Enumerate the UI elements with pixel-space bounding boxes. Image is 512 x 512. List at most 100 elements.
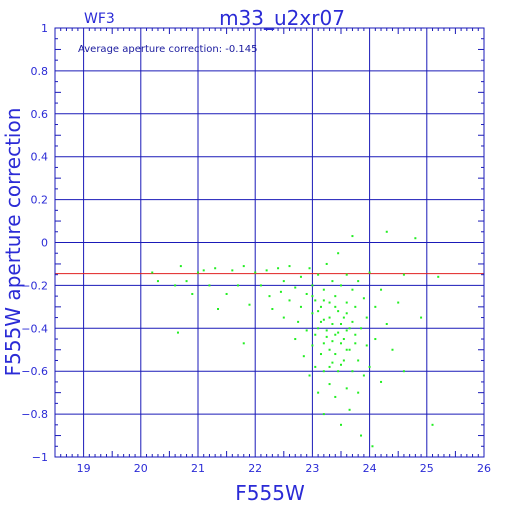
- data-point: [351, 288, 354, 291]
- data-point: [368, 365, 371, 368]
- data-point: [317, 310, 320, 313]
- data-point: [342, 359, 345, 362]
- data-point: [334, 295, 337, 298]
- x-tick-label: 21: [191, 462, 205, 475]
- data-point: [340, 323, 342, 326]
- data-point: [288, 265, 291, 268]
- data-point: [362, 374, 365, 377]
- data-point: [331, 340, 334, 343]
- data-point: [328, 348, 331, 351]
- data-point: [354, 305, 357, 308]
- data-point: [340, 342, 342, 345]
- data-point: [305, 292, 308, 295]
- data-point: [345, 273, 348, 276]
- data-point: [314, 365, 317, 368]
- y-tick-label: 0.6: [31, 108, 49, 121]
- x-tick-label: 26: [477, 462, 491, 475]
- y-tick-label: 0.8: [31, 65, 49, 78]
- data-point: [360, 434, 363, 437]
- data-point: [354, 333, 357, 336]
- data-point: [322, 342, 325, 345]
- data-point: [319, 353, 322, 356]
- data-point: [385, 230, 388, 233]
- data-point: [348, 348, 351, 351]
- data-point: [254, 271, 257, 274]
- data-point: [179, 265, 182, 268]
- chart-title: m33_u2xr07: [219, 6, 345, 30]
- data-point: [345, 348, 348, 351]
- data-point: [360, 327, 363, 330]
- data-point: [362, 297, 365, 300]
- data-point: [231, 269, 234, 272]
- y-tick-label: −0.4: [21, 322, 48, 335]
- data-point: [380, 288, 383, 291]
- data-point: [268, 295, 271, 298]
- data-point: [208, 284, 211, 287]
- data-point: [345, 301, 348, 304]
- plot-frame: [54, 27, 485, 458]
- data-point: [279, 290, 282, 293]
- data-point: [325, 262, 328, 265]
- data-point: [265, 269, 268, 272]
- data-point: [342, 316, 345, 319]
- y-tick-label: −0.6: [21, 365, 48, 378]
- data-point: [288, 299, 291, 302]
- y-tick-label: 0.4: [31, 151, 49, 164]
- data-point: [331, 361, 334, 364]
- data-point: [348, 408, 351, 411]
- data-point: [365, 316, 368, 319]
- data-point: [328, 316, 331, 319]
- chip-label: WF3: [84, 11, 115, 27]
- grid-lines: [55, 27, 485, 458]
- data-point: [217, 307, 220, 310]
- data-point: [277, 267, 280, 270]
- data-point: [351, 370, 354, 373]
- data-point: [357, 280, 360, 283]
- data-point: [151, 271, 154, 274]
- data-point: [299, 305, 302, 308]
- data-point: [317, 391, 320, 394]
- data-point: [322, 370, 325, 373]
- data-point: [325, 335, 328, 338]
- data-point: [308, 267, 311, 270]
- data-point: [345, 387, 348, 390]
- data-point: [337, 331, 340, 334]
- data-point: [334, 305, 337, 308]
- data-point: [342, 338, 345, 341]
- data-point: [437, 275, 440, 278]
- data-point: [237, 284, 240, 287]
- data-point: [176, 331, 179, 334]
- data-point: [391, 348, 394, 351]
- data-point: [328, 383, 331, 386]
- data-point: [345, 312, 348, 315]
- data-point: [328, 365, 331, 368]
- data-point: [322, 318, 325, 321]
- data-point: [311, 284, 314, 287]
- data-point: [156, 280, 159, 283]
- data-point: [397, 301, 400, 304]
- data-point: [337, 370, 340, 373]
- data-point: [334, 333, 337, 336]
- data-point: [185, 280, 188, 283]
- data-point: [431, 423, 434, 426]
- data-point: [311, 312, 314, 315]
- x-tick-label: 22: [248, 462, 262, 475]
- data-point: [374, 338, 377, 341]
- data-point: [297, 320, 300, 323]
- data-point: [345, 329, 348, 332]
- data-point: [299, 275, 302, 278]
- data-point: [197, 271, 199, 274]
- x-tick-label: 20: [134, 462, 148, 475]
- y-tick-label: −0.2: [21, 279, 48, 292]
- data-point: [317, 273, 320, 276]
- data-point: [331, 323, 334, 326]
- data-point: [380, 380, 383, 383]
- data-point: [214, 267, 217, 270]
- data-point: [271, 307, 274, 310]
- data-point: [328, 301, 331, 304]
- x-tick-label: 19: [77, 462, 91, 475]
- data-point: [317, 327, 320, 330]
- data-point: [242, 265, 245, 268]
- y-tick-label: 0.2: [31, 194, 49, 207]
